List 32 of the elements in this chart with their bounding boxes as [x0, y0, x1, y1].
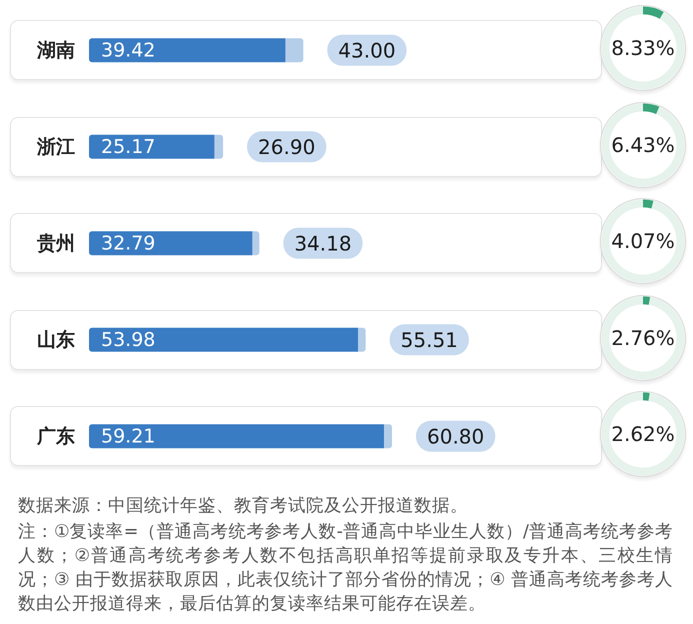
- bar: [89, 38, 286, 62]
- y-tick-label: 山东: [37, 328, 75, 351]
- bar: [214, 134, 224, 159]
- data-label: 6.43%: [611, 132, 675, 157]
- total-label: 26.90: [258, 134, 316, 159]
- data-label: 4.07%: [611, 229, 675, 254]
- data-label: 2.76%: [611, 326, 675, 350]
- data-label: 8.33%: [611, 36, 675, 60]
- bar: [252, 231, 260, 256]
- total-label: 60.80: [427, 424, 484, 448]
- text: 注：①复读率=（普通高考统考参考人数-普通高中毕业生人数）/普通高考统考参考人数；②普通高考统考参考人数不包括高职单招等提前录取及专升本、三校生情况；③ 由于数据获取原因，此表仅统计了部分省份的情况；④ 普通高考统考参考人数由公开报道得来，最后估算的复读率结果可能存在误差。: [18, 521, 673, 616]
- data-label: 39.42: [101, 39, 156, 62]
- y-tick-label: 广东: [36, 425, 75, 448]
- data-label: 2.62%: [611, 422, 675, 446]
- y-tick-label: 浙江: [36, 136, 75, 158]
- bar: [358, 328, 366, 352]
- data-label: 59.21: [101, 425, 156, 448]
- bar: [89, 231, 252, 256]
- total-label: 55.51: [400, 328, 458, 352]
- source-note: 数据来源：中国统计年鉴、教育考试院及公开报道数据。: [18, 495, 469, 518]
- bar: [89, 328, 358, 352]
- data-label: 25.17: [101, 136, 156, 158]
- y-tick-label: 湖南: [36, 39, 75, 62]
- data-label: 53.98: [101, 328, 156, 351]
- bar: [285, 38, 304, 62]
- total-label: 43.00: [338, 38, 396, 62]
- bar: [89, 134, 214, 159]
- total-label: 34.18: [294, 231, 352, 256]
- data-label: 32.79: [101, 232, 156, 254]
- bar: [89, 424, 384, 448]
- bar: [384, 424, 392, 448]
- y-tick-label: 贵州: [36, 232, 75, 254]
